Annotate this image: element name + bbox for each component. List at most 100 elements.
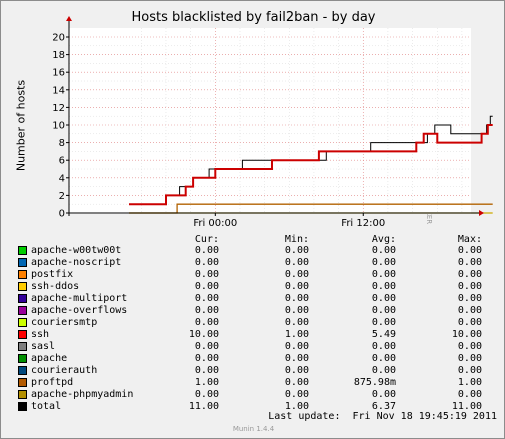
legend-value-max: 0.00: [457, 257, 482, 268]
y-tick-label: 0: [59, 209, 65, 220]
series-line-ssh: [129, 124, 493, 206]
legend-swatch: [18, 354, 27, 363]
legend-swatch: [18, 402, 27, 411]
legend-row: apache-w00tw00t 0.00 0.00 0.00 0.00: [18, 245, 498, 257]
legend-value-min: 0.00: [284, 377, 309, 388]
legend-swatch: [18, 330, 27, 339]
legend-series-name: postfix: [31, 269, 74, 280]
legend-value-cur: 0.00: [194, 365, 219, 376]
legend-value-max: 0.00: [457, 281, 482, 292]
legend-value-avg: 875.98m: [353, 377, 396, 388]
y-tick-label: 2: [59, 191, 65, 202]
legend-row: proftpd 1.00 0.00 875.98m 1.00: [18, 377, 498, 389]
legend-swatch: [18, 342, 27, 351]
legend-value-cur: 11.00: [188, 401, 219, 412]
legend-value-avg: 0.00: [371, 293, 396, 304]
legend-value-avg: 0.00: [371, 389, 396, 400]
legend-swatch: [18, 294, 27, 303]
legend-row: couriersmtp 0.00 0.00 0.00 0.00: [18, 317, 498, 329]
legend-value-cur: 10.00: [188, 329, 219, 340]
y-tick-label: 14: [52, 85, 65, 96]
legend-swatch: [18, 270, 27, 279]
legend-value-max: 0.00: [457, 389, 482, 400]
y-tick-label: 16: [52, 68, 65, 79]
legend-value-max: 0.00: [457, 305, 482, 316]
legend-series-name: total: [31, 401, 62, 412]
legend-row: total 11.00 1.00 6.37 11.00: [18, 401, 498, 413]
legend-row: ssh-ddos 0.00 0.00 0.00 0.00: [18, 281, 498, 293]
legend-series-name: apache: [31, 353, 68, 364]
legend-value-avg: 6.37: [371, 401, 396, 412]
x-tick-label: Fri 00:00: [193, 218, 237, 229]
x-tick-label: Fri 12:00: [341, 218, 385, 229]
legend-value-max: 0.00: [457, 365, 482, 376]
legend-swatch: [18, 318, 27, 327]
legend-value-cur: 0.00: [194, 281, 219, 292]
legend-value-avg: 0.00: [371, 281, 396, 292]
chart-title: Hosts blacklisted by fail2ban - by day: [131, 10, 376, 25]
legend-value-avg: 0.00: [371, 317, 396, 328]
legend-value-cur: 0.00: [194, 269, 219, 280]
legend-value-max: 0.00: [457, 293, 482, 304]
legend-series-name: couriersmtp: [31, 317, 98, 328]
legend-value-min: 0.00: [284, 341, 309, 352]
legend-row: postfix 0.00 0.00 0.00 0.00: [18, 269, 498, 281]
legend-swatch: [18, 306, 27, 315]
plot-background: [69, 28, 471, 214]
legend-value-max: 0.00: [457, 353, 482, 364]
y-tick-label: 8: [59, 138, 65, 149]
legend-value-cur: 0.00: [194, 257, 219, 268]
legend-swatch: [18, 282, 27, 291]
legend-value-min: 0.00: [284, 281, 309, 292]
legend-series-name: ssh: [31, 329, 50, 340]
legend-value-min: 1.00: [284, 329, 309, 340]
legend-header-avg: Avg:: [371, 234, 396, 245]
legend-series-name: apache-phpmyadmin: [31, 389, 134, 400]
legend-value-max: 0.00: [457, 341, 482, 352]
legend-value-cur: 0.00: [194, 389, 219, 400]
legend-value-avg: 0.00: [371, 269, 396, 280]
legend-value-min: 0.00: [284, 389, 309, 400]
legend-value-min: 0.00: [284, 269, 309, 280]
legend-value-max: 11.00: [451, 401, 482, 412]
legend-value-avg: 5.49: [371, 329, 396, 340]
legend-row: sasl 0.00 0.00 0.00 0.00: [18, 341, 498, 353]
y-tick-label: 12: [52, 103, 65, 114]
legend-series-name: courierauth: [31, 365, 98, 376]
legend-swatch: [18, 258, 27, 267]
legend-value-max: 1.00: [457, 377, 482, 388]
legend-series-name: apache-multiport: [31, 293, 128, 304]
legend-series-name: apache-overflows: [31, 305, 128, 316]
legend-value-min: 0.00: [284, 365, 309, 376]
legend-value-max: 0.00: [457, 245, 482, 256]
last-update: Last update: Fri Nov 18 19:45:19 2011: [268, 411, 497, 422]
x-axis-arrow: [479, 210, 484, 216]
legend-value-min: 0.00: [284, 257, 309, 268]
legend-value-avg: 0.00: [371, 341, 396, 352]
legend-value-cur: 1.00: [194, 377, 219, 388]
legend-value-avg: 0.00: [371, 353, 396, 364]
legend-row: apache-multiport 0.00 0.00 0.00 0.00: [18, 293, 498, 305]
legend-row: apache-noscript 0.00 0.00 0.00 0.00: [18, 257, 498, 269]
legend-value-cur: 0.00: [194, 341, 219, 352]
legend-value-cur: 0.00: [194, 317, 219, 328]
legend-row: ssh 10.00 1.00 5.49 10.00: [18, 329, 498, 341]
legend-value-min: 0.00: [284, 245, 309, 256]
legend-value-max: 0.00: [457, 269, 482, 280]
y-tick-label: 20: [52, 33, 65, 44]
legend-row: courierauth 0.00 0.00 0.00 0.00: [18, 365, 498, 377]
y-tick-label: 18: [52, 50, 65, 61]
legend-swatch: [18, 246, 27, 255]
legend-series-name: apache-w00tw00t: [31, 245, 122, 256]
munin-version: Munin 1.4.4: [232, 425, 275, 433]
legend-value-avg: 0.00: [371, 365, 396, 376]
legend-value-avg: 0.00: [371, 245, 396, 256]
legend-value-min: 0.00: [284, 353, 309, 364]
y-tick-label: 6: [59, 156, 65, 167]
chart-plot: 0 2 4 6 8 10 12 14 16 18 20 Fri 00:00 Fri 12:00: [52, 16, 493, 229]
legend-row: apache-overflows 0.00 0.00 0.00 0.00: [18, 305, 498, 317]
legend-row: apache-phpmyadmin 0.00 0.00 0.00 0.00: [18, 389, 498, 401]
legend-value-max: 10.00: [451, 329, 482, 340]
legend-value-cur: 0.00: [194, 245, 219, 256]
